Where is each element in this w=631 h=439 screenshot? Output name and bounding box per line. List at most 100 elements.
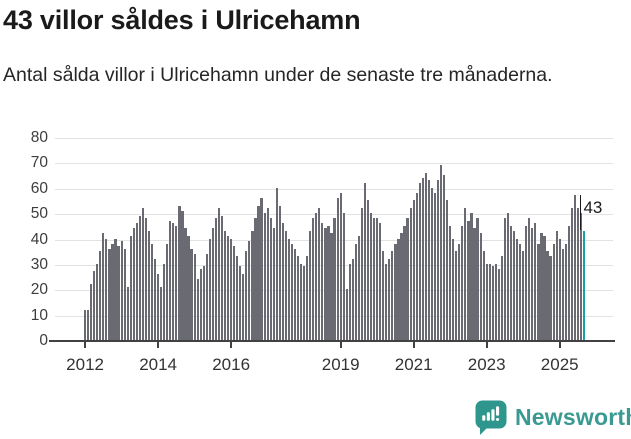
bar xyxy=(300,263,303,340)
bar xyxy=(360,208,364,340)
bar xyxy=(84,309,87,340)
x-tick-label: 2021 xyxy=(394,355,433,374)
bar xyxy=(555,230,558,340)
bar xyxy=(449,225,452,340)
x-axis-line xyxy=(49,340,615,342)
bar xyxy=(491,266,494,340)
bar xyxy=(540,233,543,340)
bar xyxy=(379,223,382,340)
bar xyxy=(461,225,464,340)
bar xyxy=(269,218,272,340)
bar xyxy=(531,228,534,340)
bar xyxy=(342,213,345,340)
y-tick-label: 40 xyxy=(30,230,48,248)
bar xyxy=(382,251,385,340)
chart-subtitle: Antal sålda villor i Ulricehamn under de… xyxy=(3,64,553,86)
y-tick-label: 20 xyxy=(30,281,48,299)
highlighted-bar xyxy=(582,230,586,340)
last-value-label: 43 xyxy=(583,197,603,217)
bar xyxy=(424,172,427,340)
bar xyxy=(543,235,546,340)
bar xyxy=(315,213,318,340)
bar xyxy=(509,225,513,340)
bar xyxy=(348,263,351,340)
bar xyxy=(488,263,491,340)
bar xyxy=(500,256,503,340)
bar xyxy=(470,213,473,340)
bar xyxy=(111,243,114,340)
gridline xyxy=(55,188,613,190)
bar xyxy=(99,251,102,340)
x-tick-label: 2016 xyxy=(212,355,251,374)
bar xyxy=(190,248,193,340)
bar xyxy=(388,258,391,340)
bar xyxy=(178,205,181,340)
bar xyxy=(245,251,248,340)
bar xyxy=(123,248,126,340)
bar xyxy=(321,223,324,340)
bar xyxy=(263,213,266,340)
bar xyxy=(579,213,583,340)
bar xyxy=(443,175,446,340)
bar xyxy=(217,208,221,340)
bar xyxy=(394,243,397,340)
bar xyxy=(312,218,315,340)
bar xyxy=(306,256,309,340)
bar xyxy=(117,246,120,340)
bar xyxy=(418,182,421,340)
bar xyxy=(519,243,522,340)
bar xyxy=(366,200,370,340)
bar xyxy=(248,241,251,340)
bar xyxy=(102,233,105,340)
bar xyxy=(147,230,151,340)
bar xyxy=(239,266,242,340)
bar xyxy=(144,218,148,340)
y-tick-label: 0 xyxy=(39,332,48,349)
bar xyxy=(251,230,254,340)
bar xyxy=(120,241,123,340)
bar xyxy=(242,274,245,340)
bar xyxy=(257,205,260,340)
bar xyxy=(193,253,196,340)
bar xyxy=(522,251,525,340)
bar xyxy=(138,215,141,340)
bar xyxy=(458,243,461,340)
bar xyxy=(236,256,239,340)
bar xyxy=(108,248,111,340)
y-tick-label: 60 xyxy=(30,179,48,197)
bar xyxy=(439,164,443,340)
bar xyxy=(427,180,430,340)
x-axis-tick xyxy=(157,342,160,348)
bar xyxy=(385,263,388,340)
bar xyxy=(354,243,357,340)
bar xyxy=(254,218,257,340)
y-tick-label: 10 xyxy=(30,306,48,324)
bar xyxy=(573,195,576,340)
bar xyxy=(363,182,367,340)
bar xyxy=(376,218,379,340)
bar xyxy=(473,228,476,340)
gridline xyxy=(55,214,613,216)
x-tick-label: 2023 xyxy=(467,355,506,374)
newsworthy-logo-icon xyxy=(475,400,507,435)
page-title: 43 villor såldes i Ulricehamn xyxy=(3,5,361,35)
bar xyxy=(467,220,470,340)
bar xyxy=(220,215,224,340)
bar xyxy=(503,218,507,340)
bar xyxy=(275,187,278,340)
bar xyxy=(272,228,275,340)
bar xyxy=(436,180,440,340)
bar xyxy=(324,228,327,340)
bar xyxy=(482,251,485,340)
bar xyxy=(537,243,540,340)
bar xyxy=(233,246,236,340)
bar xyxy=(455,251,458,340)
bar xyxy=(181,210,184,340)
bar xyxy=(421,177,424,340)
bar xyxy=(172,223,175,340)
bar xyxy=(433,192,437,340)
bar xyxy=(196,279,199,340)
bar xyxy=(534,223,537,340)
bar xyxy=(287,238,291,340)
bar xyxy=(129,235,132,340)
